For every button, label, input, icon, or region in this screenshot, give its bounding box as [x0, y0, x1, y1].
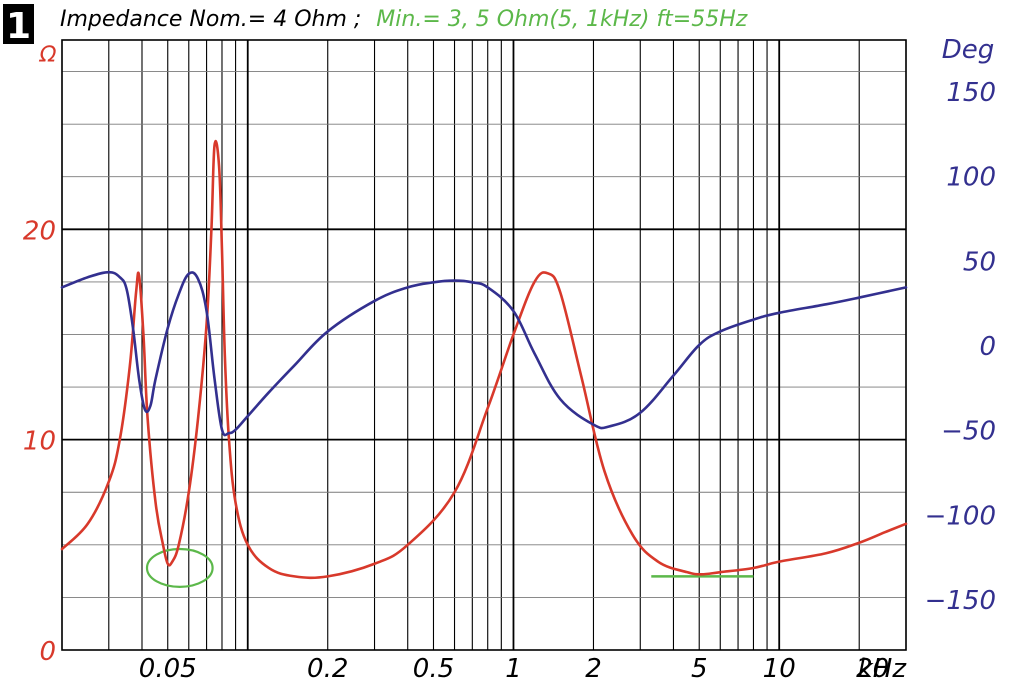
left-tick-label: 20 [23, 216, 56, 246]
x-tick-label: 10 [763, 654, 796, 683]
right-tick-label: 50 [963, 247, 996, 277]
x-tick-label: 0.2 [307, 654, 348, 683]
x-tick-label: 20 [856, 654, 889, 683]
x-tick-label: 2 [585, 654, 602, 683]
impedance-curve [60, 139, 908, 580]
tick-labels: 0.05 0.2 0.5 1 2 5 10 20 0 10 20 150 100 50 0 −50 −100 −1… [23, 78, 996, 683]
right-tick-label: −50 [941, 417, 996, 447]
chart-title-black: Impedance Nom.= 4 Ohm ; [60, 7, 361, 32]
x-tick-label: 5 [691, 654, 708, 683]
right-tick-label: −100 [925, 501, 996, 531]
figure-number-badge [3, 4, 34, 44]
curves [60, 139, 908, 580]
left-axis-label: Ω [39, 43, 57, 68]
left-tick-label: 0 [39, 637, 56, 667]
chart-title-green: Min.= 3, 5 Ohm(5, 1kHz) ft=55Hz [376, 7, 747, 32]
x-tick-label: 1 [505, 654, 522, 683]
annotations [145, 547, 754, 588]
grid-minor [61, 40, 907, 650]
x-tick-label: 0.5 [413, 654, 454, 683]
right-tick-label: −150 [925, 586, 996, 616]
plot-frame [61, 39, 907, 651]
minimum-marker-ellipse [145, 547, 214, 588]
svg-text:Impedance Nom.= 4 Ohm ; Mi: Impedance Nom.= 4 Ohm ; Min.= 3, 5 Ohm(5… [60, 7, 748, 32]
right-tick-label: 0 [979, 332, 996, 362]
phase-curve [60, 270, 908, 437]
right-tick-label: 100 [946, 163, 996, 193]
right-tick-label: 150 [946, 78, 996, 108]
left-tick-label: 10 [23, 427, 56, 457]
x-tick-label: 0.05 [139, 654, 197, 683]
figure-number: 1 [6, 6, 31, 47]
right-axis-label: Deg [942, 35, 995, 65]
grid-major [61, 39, 907, 651]
x-unit-label: kHz [858, 654, 908, 683]
